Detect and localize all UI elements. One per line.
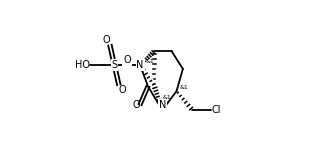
Text: O: O — [132, 100, 140, 110]
Text: &1: &1 — [180, 84, 188, 89]
Text: Cl: Cl — [211, 105, 221, 115]
Text: N: N — [136, 60, 144, 70]
Text: O: O — [119, 85, 126, 95]
Text: N: N — [158, 100, 166, 110]
Text: O: O — [123, 55, 131, 65]
Text: &1: &1 — [146, 59, 155, 64]
Text: &1: &1 — [163, 95, 172, 100]
Text: O: O — [102, 35, 110, 45]
Text: HO: HO — [75, 60, 90, 70]
Text: S: S — [111, 60, 117, 70]
